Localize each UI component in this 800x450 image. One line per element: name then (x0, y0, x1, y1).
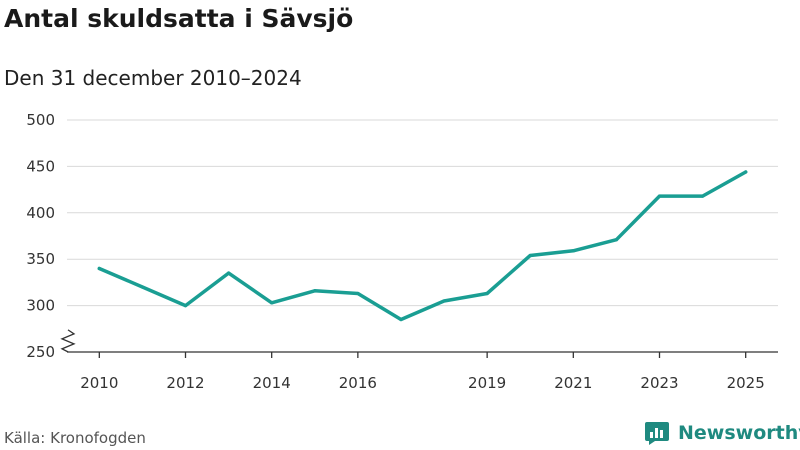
source-note: Källa: Kronofogden (4, 429, 146, 447)
data-point-2014 (270, 301, 274, 305)
chart-title: Antal skuldsatta i Sävsjö (4, 4, 354, 33)
data-point-2025 (744, 170, 748, 174)
data-point-2019 (485, 291, 489, 296)
brand-logo: Newsworthy (644, 420, 800, 446)
data-point-2022 (614, 238, 619, 242)
x-tick-label-2016: 2016 (339, 374, 377, 392)
data-point-2016 (356, 291, 360, 296)
line-chart: 250 300 350 400 450 500 2010 2012 2014 2016 2019 20… (26, 111, 778, 392)
data-point-2020 (528, 253, 532, 258)
y-tick-label-350: 350 (26, 250, 55, 268)
y-tick-label-400: 400 (26, 204, 55, 222)
x-tick-label-2021: 2021 (554, 374, 592, 392)
data-point-2018 (442, 299, 446, 303)
x-tick-label-2019: 2019 (468, 374, 506, 392)
x-tick-label-2025: 2025 (727, 374, 765, 392)
data-point-2024 (700, 194, 705, 198)
data-point-2012 (183, 304, 188, 308)
x-tick-label-2023: 2023 (640, 374, 678, 392)
newsworthy-logo-icon (645, 422, 669, 445)
chart-subtitle: Den 31 december 2010–2024 (4, 66, 302, 90)
data-point-2017 (399, 317, 403, 322)
data-point-2021 (571, 249, 575, 253)
x-tick-label-2014: 2014 (253, 374, 291, 392)
y-tick-label-300: 300 (26, 297, 55, 315)
x-tick-label-2012: 2012 (166, 374, 204, 392)
y-tick-label-250: 250 (26, 343, 55, 361)
data-point-2010 (97, 266, 101, 271)
brand-name: Newsworthy (678, 422, 800, 444)
data-point-2011 (140, 285, 145, 289)
data-point-2013 (226, 271, 231, 275)
y-tick-label-450: 450 (26, 157, 55, 175)
series-line-0 (97, 170, 748, 322)
x-tick-label-2010: 2010 (80, 374, 118, 392)
axis-break-icon (60, 329, 76, 353)
y-tick-label-500: 500 (26, 111, 55, 129)
data-point-2015 (313, 289, 317, 293)
data-point-2023 (657, 194, 662, 198)
